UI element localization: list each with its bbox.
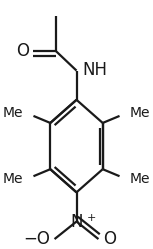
Text: +: +	[86, 213, 96, 223]
Text: Me: Me	[130, 172, 150, 186]
Text: O: O	[103, 230, 116, 248]
Text: O: O	[16, 42, 29, 60]
Text: Me: Me	[3, 106, 23, 120]
Text: Me: Me	[130, 106, 150, 120]
Text: −O: −O	[23, 230, 50, 248]
Text: Me: Me	[3, 172, 23, 186]
Text: N: N	[70, 213, 83, 231]
Text: NH: NH	[83, 61, 108, 79]
